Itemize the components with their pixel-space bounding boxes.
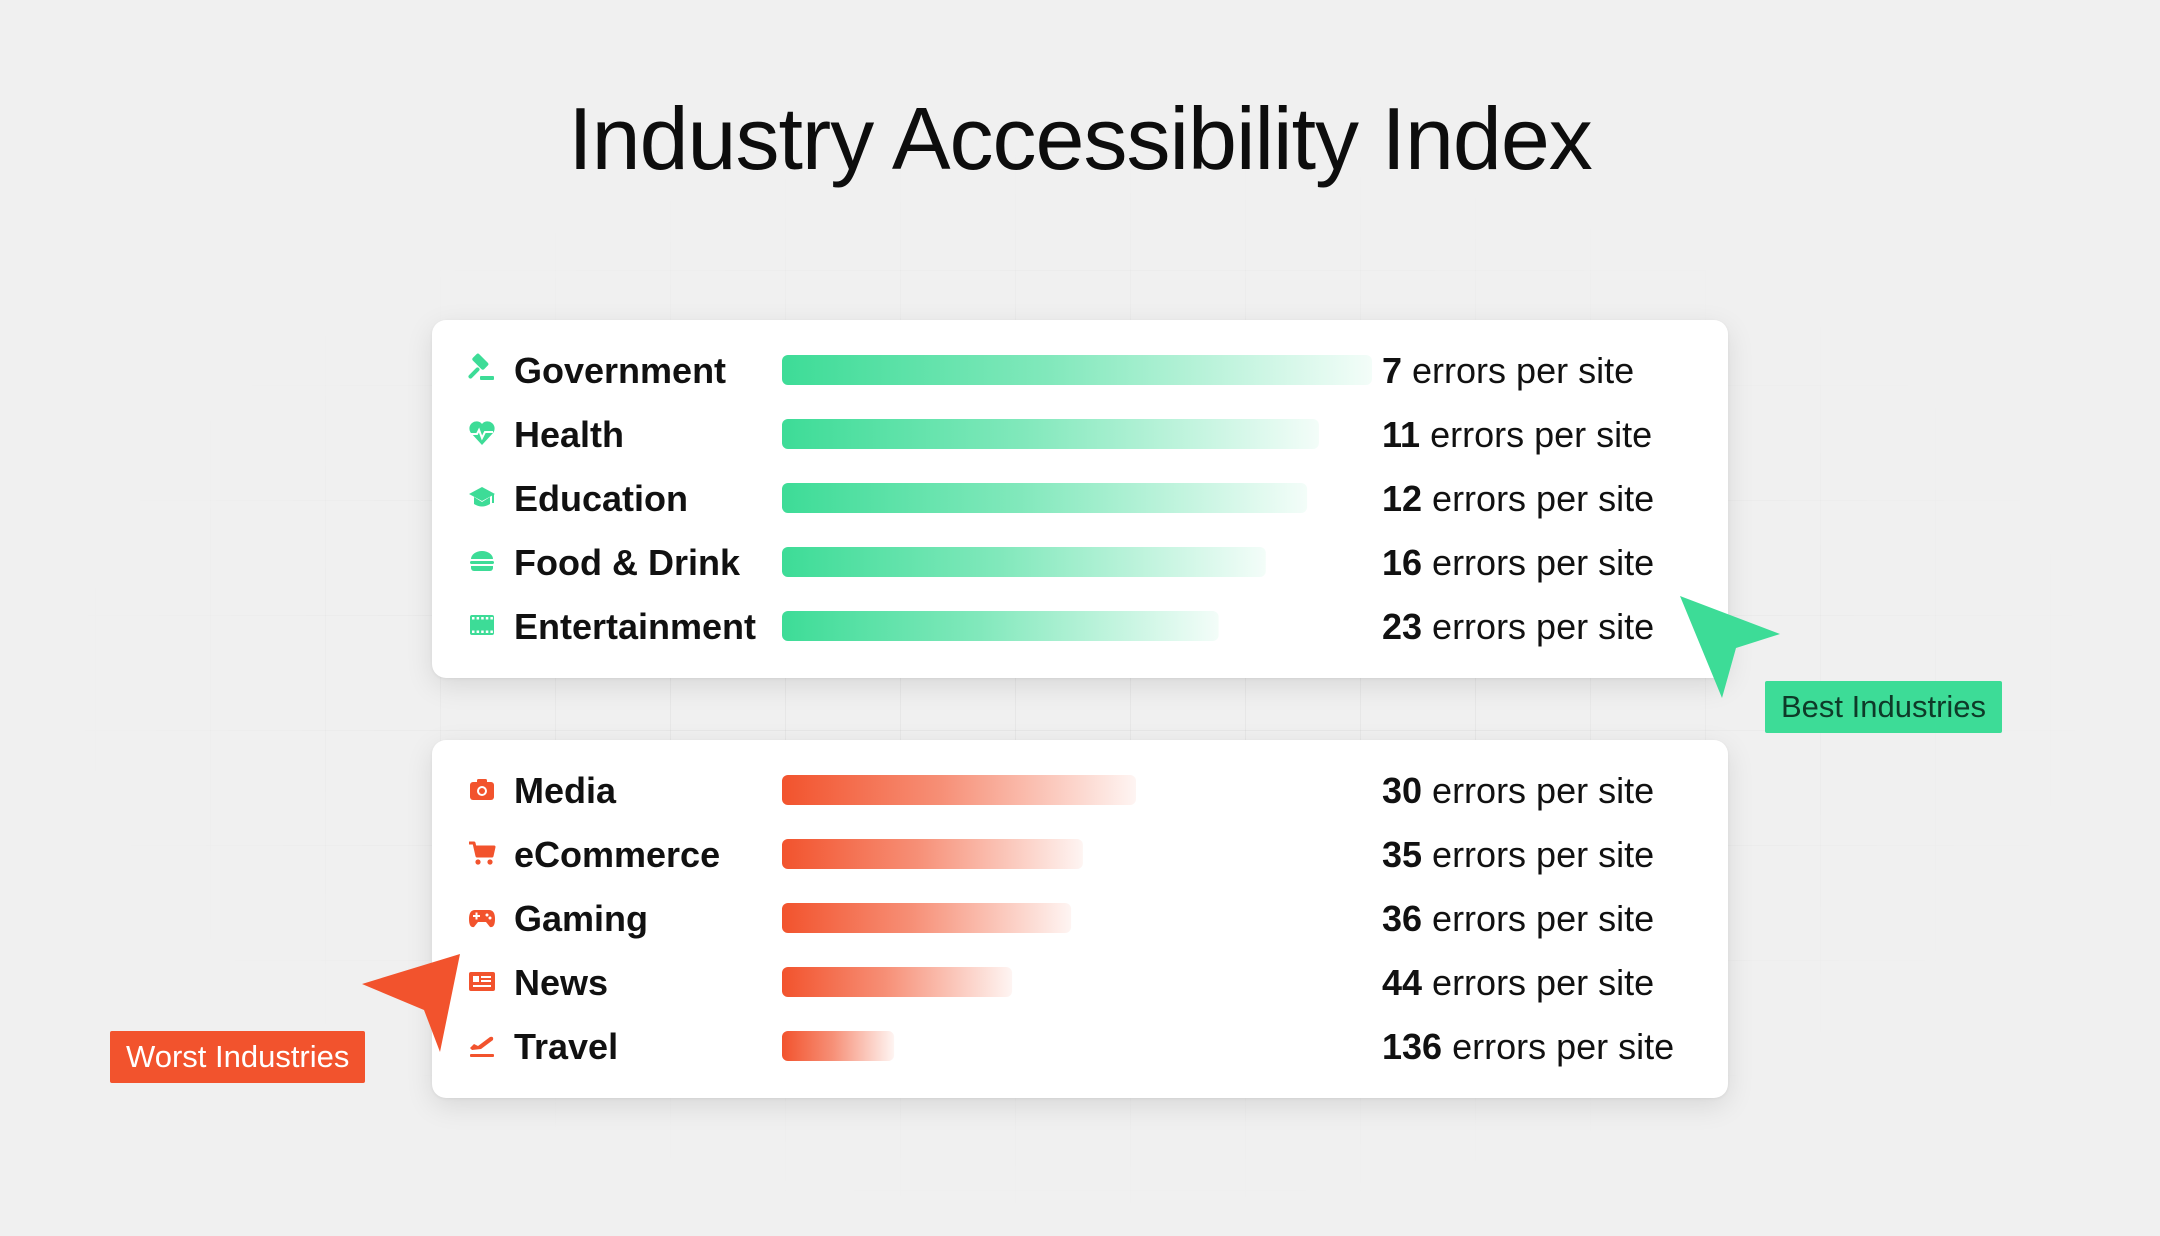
category-label: Education [514,478,688,519]
bar-entertainment [782,611,1219,641]
bar-news [782,967,1013,997]
row-food-drink: Food & Drink 16 errors per site [470,542,1654,583]
newspaper-icon [469,972,495,991]
worst-industries-chart: Media 30 errors per site eCommerce 35 error… [469,770,1674,1067]
best-industries-card: Government 7 errors per site Health 11 erro… [432,320,1728,678]
value-label: 44 errors per site [1382,962,1654,1003]
category-label: News [514,962,608,1003]
graduation-cap-icon [469,487,495,507]
row-entertainment: Entertainment 23 errors per site [470,606,1654,647]
category-label: Travel [514,1026,618,1067]
category-label: Health [514,414,624,455]
value-label: 30 errors per site [1382,770,1654,811]
best-pointer-icon [1680,596,1780,698]
row-government: Government 7 errors per site [468,350,1634,391]
value-label: 16 errors per site [1382,542,1654,583]
row-travel: Travel 136 errors per site [470,1026,1674,1067]
bar-food-drink [782,547,1266,577]
value-label: 11 errors per site [1382,414,1652,455]
best-industries-chart: Government 7 errors per site Health 11 erro… [468,350,1654,647]
bar-education [782,483,1308,513]
row-gaming: Gaming 36 errors per site [469,898,1654,939]
film-icon [470,615,494,635]
row-education: Education 12 errors per site [469,478,1654,519]
bar-government [782,355,1372,385]
bar-health [782,419,1319,449]
value-label: 136 errors per site [1382,1026,1674,1067]
best-industries-tag: Best Industries [1765,681,2003,733]
value-label: 23 errors per site [1382,606,1654,647]
burger-icon [470,551,494,571]
worst-industries-tag: Worst Industries [110,1031,366,1083]
heart-pulse-icon [469,421,495,445]
bar-media [782,775,1136,805]
value-label: 12 errors per site [1382,478,1654,519]
row-health: Health 11 errors per site [469,414,1652,455]
bar-travel [782,1031,895,1061]
value-label: 36 errors per site [1382,898,1654,939]
camera-icon [470,779,494,800]
value-label: 7 errors per site [1382,350,1634,391]
bar-ecommerce [782,839,1083,869]
plane-icon [470,1036,494,1057]
category-label: Media [514,770,617,811]
cart-icon [469,841,496,865]
category-label: Government [514,350,726,391]
row-media: Media 30 errors per site [470,770,1654,811]
gavel-icon [468,353,494,380]
gamepad-icon [469,910,495,928]
value-label: 35 errors per site [1382,834,1654,875]
category-label: Food & Drink [514,542,741,583]
row-news: News 44 errors per site [469,962,1654,1003]
row-ecommerce: eCommerce 35 errors per site [469,834,1654,875]
category-label: Gaming [514,898,648,939]
worst-pointer-icon [362,954,460,1052]
category-label: Entertainment [514,606,756,647]
category-label: eCommerce [514,834,720,875]
page-title: Industry Accessibility Index [568,89,1593,188]
bar-gaming [782,903,1072,933]
worst-industries-card: Media 30 errors per site eCommerce 35 error… [432,740,1728,1098]
